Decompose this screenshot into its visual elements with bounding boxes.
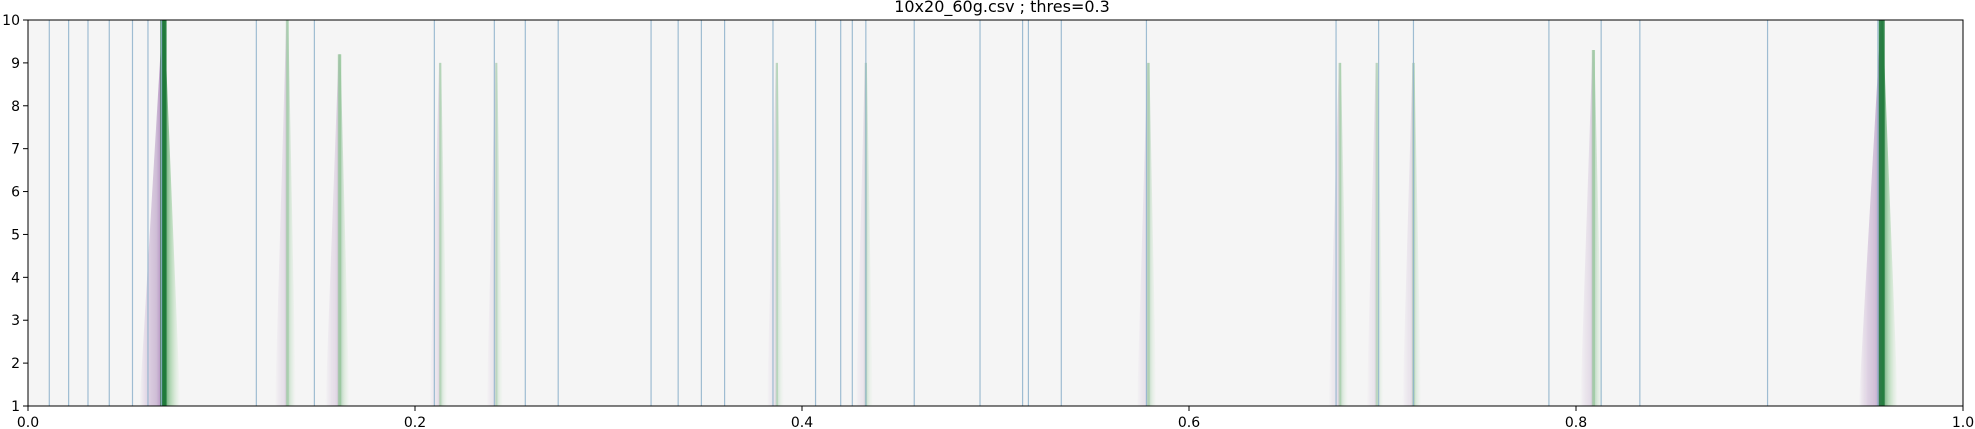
peak-mark xyxy=(274,20,296,406)
peak-green-halo xyxy=(496,62,503,406)
peak-purple-halo xyxy=(1366,62,1377,406)
peak-mark xyxy=(1328,62,1348,406)
peak-green-halo xyxy=(1593,50,1603,406)
peak-core xyxy=(438,62,442,406)
peak-green-halo xyxy=(1881,20,1898,406)
chart-title: 10x20_60g.csv ; thres=0.3 xyxy=(894,0,1110,17)
peak-core xyxy=(160,20,167,406)
y-tick-label: 7 xyxy=(11,142,20,158)
peak-mark xyxy=(325,54,350,406)
peak-mark xyxy=(1858,20,1898,406)
y-tick-label: 6 xyxy=(11,185,20,201)
x-tick-label: 0.2 xyxy=(404,415,426,429)
peak-purple-halo xyxy=(1580,50,1594,406)
peak-green-halo xyxy=(440,62,448,406)
peak-core xyxy=(337,54,342,406)
peak-mark xyxy=(1580,50,1603,406)
x-tick-label: 0.4 xyxy=(791,415,813,429)
peak-green-halo xyxy=(163,20,181,406)
y-tick-label: 9 xyxy=(11,56,20,72)
plot-background xyxy=(28,20,1963,406)
peak-core xyxy=(285,20,289,406)
peak-purple-halo xyxy=(139,20,164,406)
peak-purple-halo xyxy=(855,62,866,406)
peak-mark xyxy=(766,62,784,406)
peak-core xyxy=(1375,62,1378,406)
x-tick-label: 1.0 xyxy=(1952,415,1974,429)
x-tick-label: 0.0 xyxy=(17,415,39,429)
peak-core xyxy=(1878,20,1885,406)
peak-core xyxy=(1147,62,1150,406)
plot-frame xyxy=(27,19,1964,407)
plot-area xyxy=(28,20,1963,406)
reference-line-layer xyxy=(48,20,1879,406)
peak-core xyxy=(495,62,498,406)
x-axis: 0.0 0.2 0.4 0.6 0.8 1.0 xyxy=(17,406,1974,429)
peak-purple-halo xyxy=(1328,62,1340,406)
y-tick-label: 2 xyxy=(11,356,20,372)
peak-purple-halo xyxy=(1402,62,1414,406)
x-tick-label: 0.8 xyxy=(1565,415,1587,429)
y-tick-label: 8 xyxy=(11,99,20,115)
peak-green-halo xyxy=(1339,62,1348,406)
y-tick-label: 10 xyxy=(2,13,20,29)
x-tick-label: 0.6 xyxy=(1178,415,1200,429)
peak-mark xyxy=(139,20,181,406)
y-axis: 1 2 3 4 5 6 7 8 9 10 xyxy=(2,13,28,415)
peak-green-halo xyxy=(287,20,296,406)
peak-purple-halo xyxy=(766,62,777,406)
peak-purple-halo xyxy=(274,20,288,406)
y-tick-label: 1 xyxy=(11,399,20,415)
peak-green-halo xyxy=(339,54,350,406)
peak-core xyxy=(1591,50,1596,406)
peak-green-halo xyxy=(865,62,873,406)
peak-core xyxy=(775,62,778,406)
peak-green-halo xyxy=(1413,62,1422,406)
y-tick-label: 5 xyxy=(11,227,20,243)
peak-purple-halo xyxy=(1858,20,1882,406)
peak-mark xyxy=(1136,62,1157,406)
peak-purple-halo xyxy=(325,54,340,406)
y-tick-label: 4 xyxy=(11,270,20,286)
peak-purple-halo xyxy=(1136,62,1149,406)
peak-green-halo xyxy=(776,62,784,406)
peak-green-halo xyxy=(1148,62,1157,406)
peak-core xyxy=(1338,62,1342,406)
y-tick-label: 3 xyxy=(11,313,20,329)
